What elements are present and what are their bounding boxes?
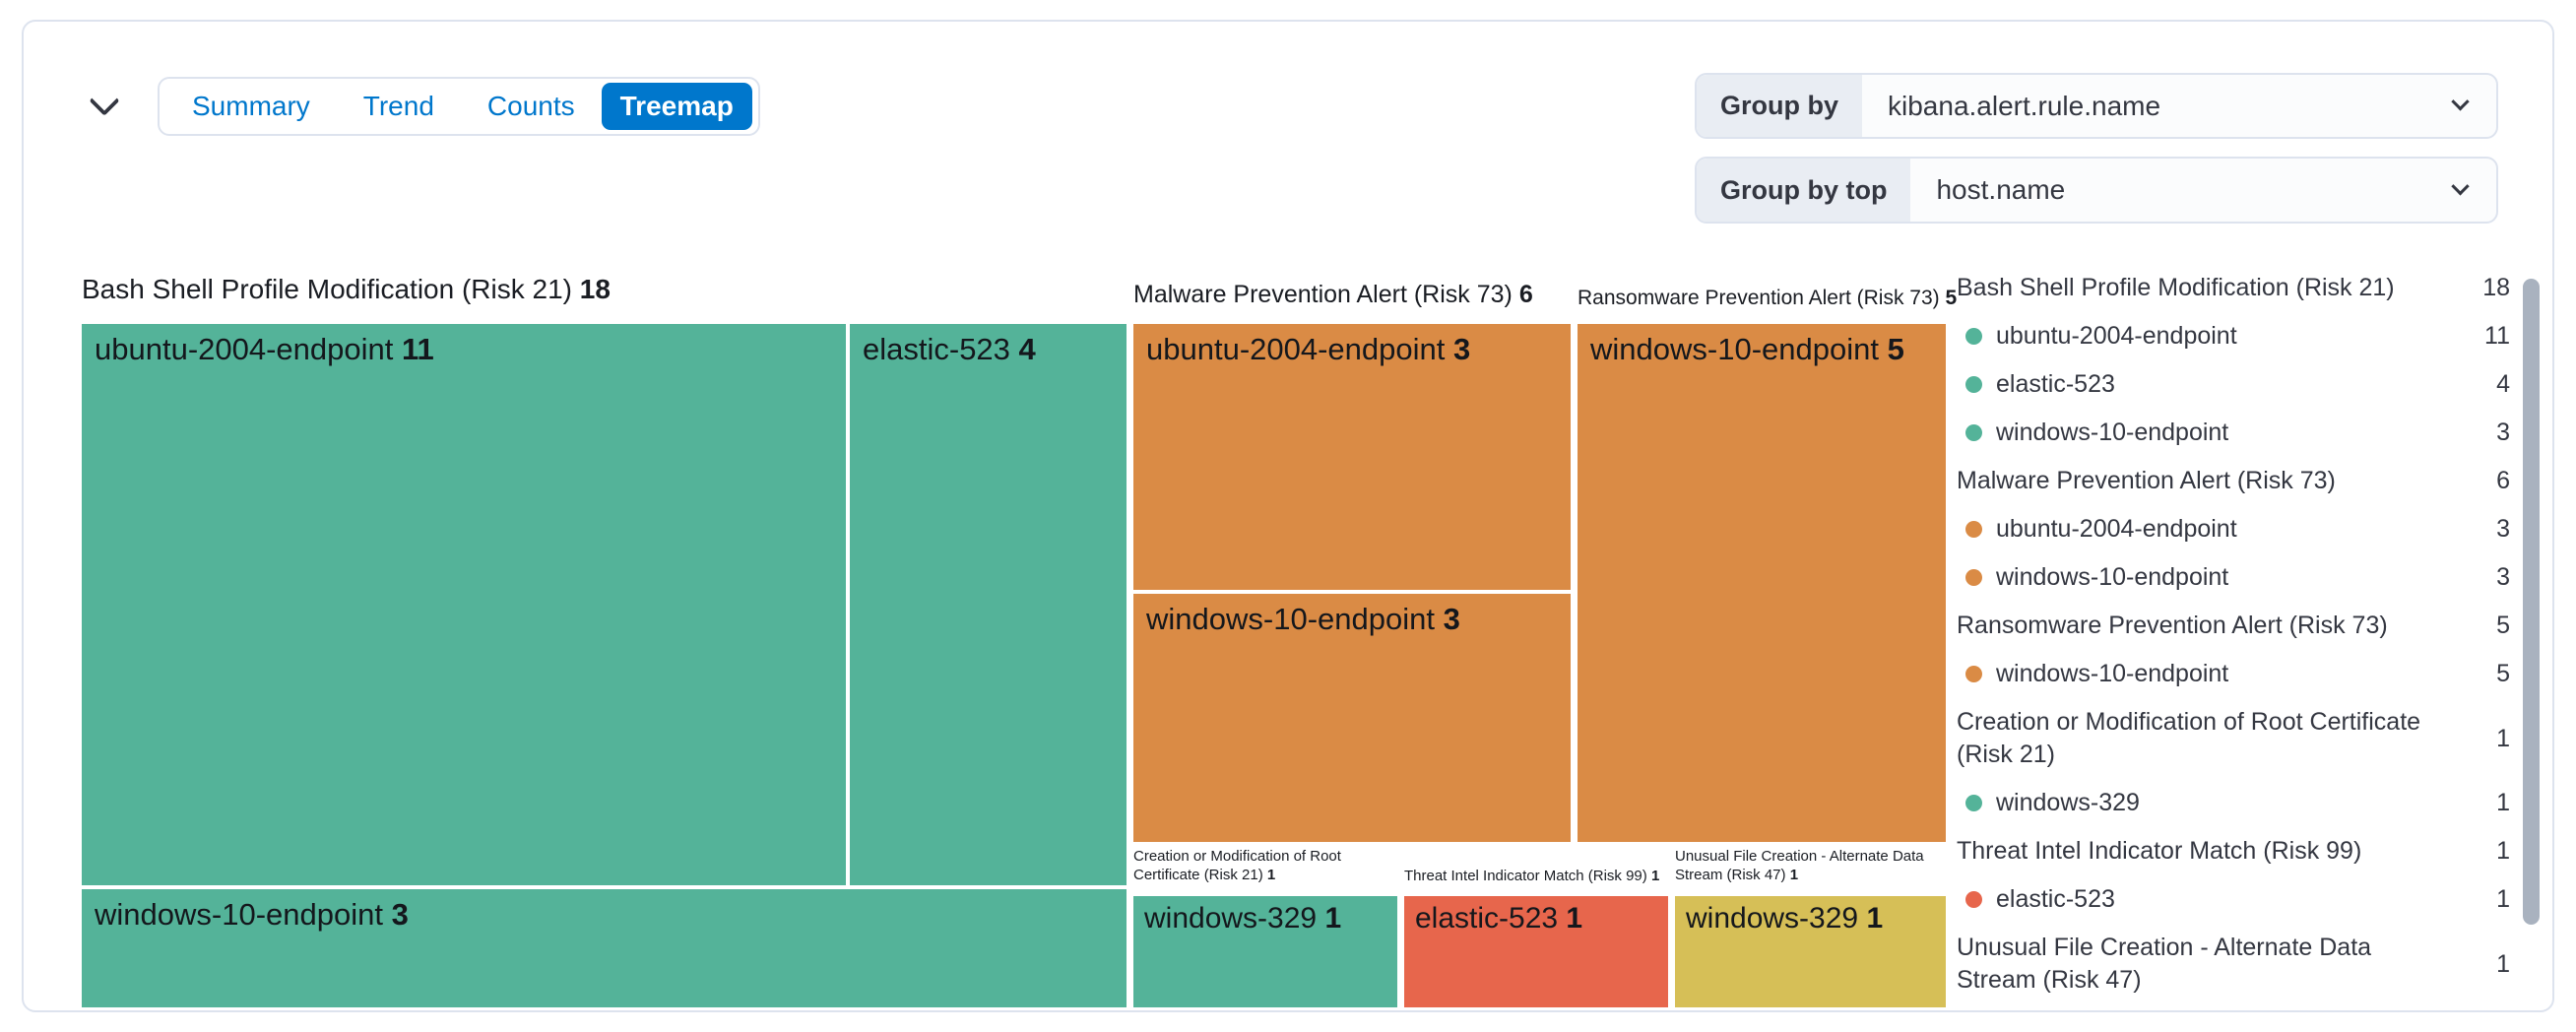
- legend-item[interactable]: windows-10-endpoint 3: [1957, 553, 2510, 602]
- treemap-tile[interactable]: windows-10-endpoint 5: [1578, 324, 1946, 842]
- legend-item[interactable]: Malware Prevention Alert (Risk 73) 6: [1957, 457, 2510, 505]
- legend-item[interactable]: windows-329 1: [1957, 779, 2510, 827]
- treemap-group-header: Malware Prevention Alert (Risk 73) 6: [1133, 281, 1533, 308]
- legend-item[interactable]: Ransomware Prevention Alert (Risk 73) 5: [1957, 602, 2510, 650]
- treemap-tile[interactable]: windows-10-endpoint 3: [82, 889, 1127, 1007]
- tab-counts[interactable]: Counts: [461, 79, 602, 134]
- treemap-tile[interactable]: elastic-523 1: [1404, 896, 1668, 1007]
- collapse-panel-button[interactable]: [79, 81, 130, 132]
- group-by-top-value: host.name: [1936, 174, 2066, 205]
- legend-item[interactable]: elastic-523 4: [1957, 360, 2510, 409]
- legend-count: 3: [2496, 563, 2510, 591]
- legend-color-dot: [1965, 666, 1982, 682]
- tab-summary[interactable]: Summary: [165, 79, 337, 134]
- treemap-tile[interactable]: windows-329 1: [1675, 896, 1946, 1007]
- tab-treemap[interactable]: Treemap: [601, 83, 752, 130]
- legend-scrollbar-thumb[interactable]: [2523, 279, 2540, 925]
- legend-count: 1: [2496, 837, 2510, 865]
- treemap-group-header: Creation or Modification of Root Certifi…: [1133, 848, 1341, 883]
- tab-trend[interactable]: Trend: [337, 79, 461, 134]
- group-by-value: kibana.alert.rule.name: [1888, 90, 2161, 121]
- legend-count: 1: [2496, 724, 2510, 752]
- legend-color-dot: [1965, 521, 1982, 538]
- alerts-panel: Summary Trend Counts Treemap Group by ki…: [22, 20, 2554, 1012]
- group-by-top-label: Group by top: [1697, 159, 1911, 222]
- treemap-tile[interactable]: windows-10-endpoint 3: [1133, 594, 1571, 842]
- treemap-tile[interactable]: ubuntu-2004-endpoint 3: [1133, 324, 1571, 590]
- group-by-top-select[interactable]: Group by top host.name: [1695, 157, 2498, 224]
- legend-count: 6: [2496, 467, 2510, 494]
- legend-item[interactable]: windows-10-endpoint 5: [1957, 650, 2510, 698]
- legend-item[interactable]: windows-10-endpoint 3: [1957, 409, 2510, 457]
- legend-color-dot: [1965, 376, 1982, 393]
- treemap-group-header: Ransomware Prevention Alert (Risk 73) 5: [1578, 287, 1958, 309]
- group-by-select[interactable]: Group by kibana.alert.rule.name: [1695, 73, 2498, 139]
- treemap-legend: Bash Shell Profile Modification (Risk 21…: [1957, 264, 2510, 1004]
- legend-count: 18: [2482, 274, 2510, 301]
- legend-count: 3: [2496, 419, 2510, 446]
- view-selector-tabs: Summary Trend Counts Treemap: [158, 77, 760, 136]
- legend-count: 3: [2496, 515, 2510, 543]
- treemap-group-header: Unusual File Creation - Alternate Data S…: [1675, 848, 1924, 883]
- legend-item[interactable]: ubuntu-2004-endpoint 3: [1957, 505, 2510, 553]
- treemap-group-header: Threat Intel Indicator Match (Risk 99) 1: [1404, 868, 1660, 884]
- legend-item[interactable]: Threat Intel Indicator Match (Risk 99) 1: [1957, 827, 2510, 875]
- legend-count: 11: [2484, 322, 2510, 350]
- legend-item[interactable]: Creation or Modification of Root Certifi…: [1957, 708, 2510, 768]
- legend-item[interactable]: Bash Shell Profile Modification (Risk 21…: [1957, 264, 2510, 312]
- treemap-tile[interactable]: elastic-523 4: [850, 324, 1127, 885]
- legend-color-dot: [1965, 328, 1982, 345]
- legend-item[interactable]: ubuntu-2004-endpoint 11: [1957, 312, 2510, 360]
- legend-count: 1: [2496, 885, 2510, 913]
- treemap-tile[interactable]: ubuntu-2004-endpoint 11: [82, 324, 846, 885]
- legend-count: 1: [2496, 789, 2510, 816]
- legend-color-dot: [1965, 569, 1982, 586]
- legend-color-dot: [1965, 891, 1982, 908]
- legend-item[interactable]: Unusual File Creation - Alternate Data S…: [1957, 934, 2510, 994]
- treemap-group-header: Bash Shell Profile Modification (Risk 21…: [82, 274, 611, 304]
- chevron-down-icon: [89, 85, 120, 116]
- legend-count: 5: [2496, 612, 2510, 639]
- legend-item[interactable]: elastic-523 1: [1957, 875, 2510, 924]
- legend-count: 4: [2496, 370, 2510, 398]
- treemap-tile[interactable]: windows-329 1: [1133, 896, 1397, 1007]
- caret-down-icon: [2451, 159, 2496, 222]
- legend-count: 1: [2496, 949, 2510, 978]
- legend-color-dot: [1965, 424, 1982, 441]
- caret-down-icon: [2451, 75, 2496, 137]
- group-by-label: Group by: [1697, 75, 1862, 137]
- legend-count: 5: [2496, 660, 2510, 687]
- legend-color-dot: [1965, 795, 1982, 811]
